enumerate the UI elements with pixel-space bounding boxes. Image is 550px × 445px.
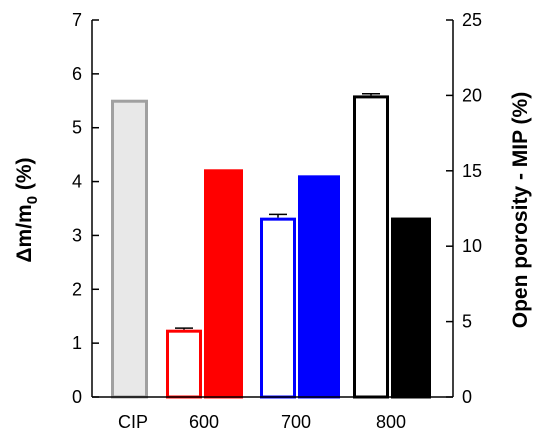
right-tick-label: 0 (462, 387, 472, 407)
left-tick-label: 1 (72, 333, 82, 353)
left-tick-label: 6 (72, 64, 82, 84)
x-tick-label-800: 800 (376, 412, 406, 432)
left-tick-label: 0 (72, 387, 82, 407)
error-bars (175, 93, 380, 330)
right-tick-label: 15 (462, 161, 482, 181)
left-y-axis: 0 1 2 3 4 5 6 7 (72, 10, 99, 407)
bars (111, 95, 431, 399)
bar-800-open-porosity (391, 217, 431, 399)
bar-800-mass-change (353, 95, 389, 399)
x-tick-label-600: 600 (189, 412, 219, 432)
right-tick-label: 10 (462, 236, 482, 256)
left-tick-label: 5 (72, 118, 82, 138)
right-y-axis: 0 5 10 15 20 25 (446, 10, 482, 407)
left-tick-label: 4 (72, 172, 82, 192)
bar-700-mass-change (260, 217, 296, 399)
left-tick-label: 7 (72, 10, 82, 30)
right-tick-label: 20 (462, 85, 482, 105)
bar-600-mass-change (166, 329, 202, 399)
left-tick-label: 3 (72, 225, 82, 245)
left-tick-label: 2 (72, 279, 82, 299)
right-tick-label: 25 (462, 10, 482, 30)
bar-CIP-mass-change (111, 99, 148, 399)
x-tick-label-700: 700 (281, 412, 311, 432)
x-axis: CIP 600 700 800 (118, 412, 406, 432)
right-tick-label: 5 (462, 312, 472, 332)
bar-700-open-porosity (298, 175, 340, 399)
x-tick-label-cip: CIP (118, 412, 148, 432)
plot-frame (91, 20, 454, 398)
left-y-axis-title: Δm/m0 (%) (13, 157, 41, 262)
right-y-axis-title: Open porosity - MIP (%) (509, 92, 532, 328)
bar-600-open-porosity (204, 169, 243, 399)
